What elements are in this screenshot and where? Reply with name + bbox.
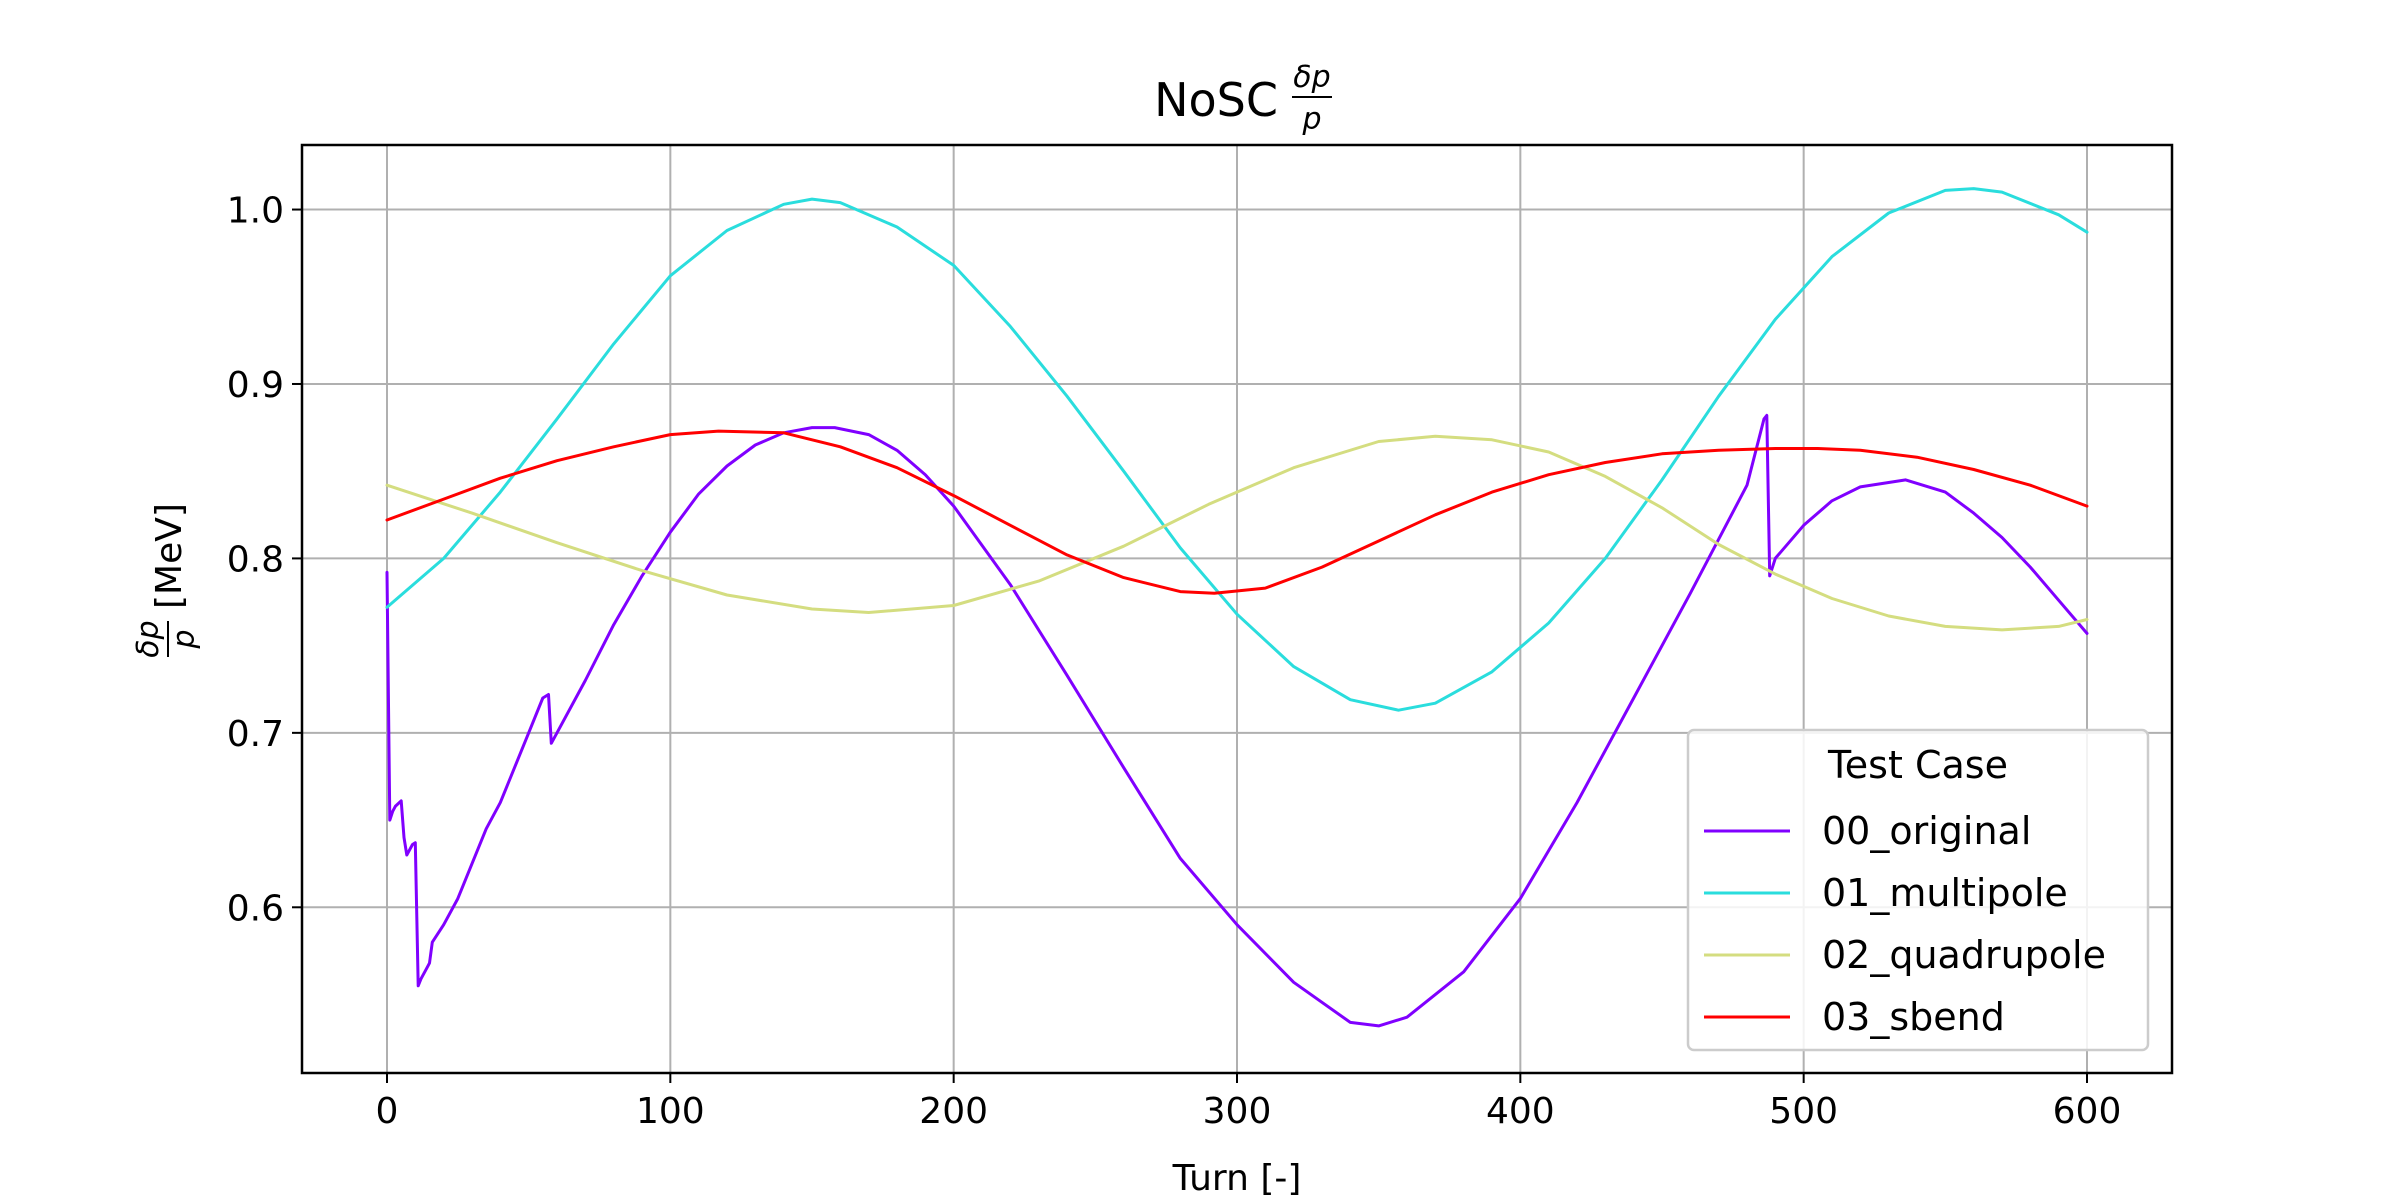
title-fraction-denominator: p — [1301, 102, 1321, 137]
y-label-fraction-numerator: δp — [131, 620, 166, 657]
series-line-01_multipole — [385, 187, 2089, 712]
y-tick-label: 0.8 — [227, 539, 284, 580]
legend: Test Case 00_original 01_multipole 02_quad… — [1686, 728, 2150, 1052]
series-line-02_quadrupole — [385, 434, 2089, 632]
x-tick-label: 300 — [1203, 1091, 1272, 1132]
title-fraction-numerator: δp — [1293, 60, 1330, 95]
y-tick-label: 1.0 — [227, 191, 284, 232]
grid — [302, 145, 2172, 1073]
y-tick-label: 0.7 — [227, 714, 284, 755]
legend-label: 01_multipole — [1822, 871, 2068, 915]
legend-item-02_quadrupole: 02_quadrupole — [1704, 933, 2106, 977]
series-line-03_sbend — [385, 429, 2089, 595]
y-axis-label: δp p [MeV] — [131, 503, 202, 658]
legend-items: 00_original 01_multipole 02_quadrupole 03_s… — [1704, 809, 2106, 1039]
x-tick-label: 400 — [1486, 1091, 1555, 1132]
legend-label: 02_quadrupole — [1822, 933, 2106, 977]
legend-item-00_original: 00_original — [1704, 809, 2031, 853]
legend-item-03_sbend: 03_sbend — [1704, 995, 2005, 1039]
y-tick-label: 0.9 — [227, 365, 284, 406]
legend-item-01_multipole: 01_multipole — [1704, 871, 2068, 915]
legend-title: Test Case — [1827, 743, 2008, 787]
x-tick-label: 200 — [919, 1091, 988, 1132]
x-axis-label: Turn [-] — [1172, 1158, 1302, 1199]
y-tick-label: 0.6 — [227, 888, 284, 929]
y-label-fraction-denominator: p — [167, 629, 202, 649]
series-lines — [385, 187, 2089, 1028]
series-line-00_original — [385, 413, 2089, 1028]
legend-label: 00_original — [1822, 809, 2031, 853]
axis-ticks: 0 100 200 300 400 500 600 0.6 0.7 0.8 0.9 1.0 — [227, 191, 2122, 1132]
chart-title-text: NoSC — [1154, 73, 1278, 127]
legend-box — [1686, 728, 2150, 1052]
x-tick-label: 600 — [2053, 1091, 2122, 1132]
legend-label: 03_sbend — [1822, 995, 2005, 1039]
y-axis-label-unit: [MeV] — [149, 503, 190, 609]
x-tick-label: 100 — [636, 1091, 705, 1132]
x-tick-label: 0 — [376, 1091, 399, 1132]
x-tick-label: 500 — [1769, 1091, 1838, 1132]
chart-title: NoSC δp p — [1154, 60, 1332, 137]
